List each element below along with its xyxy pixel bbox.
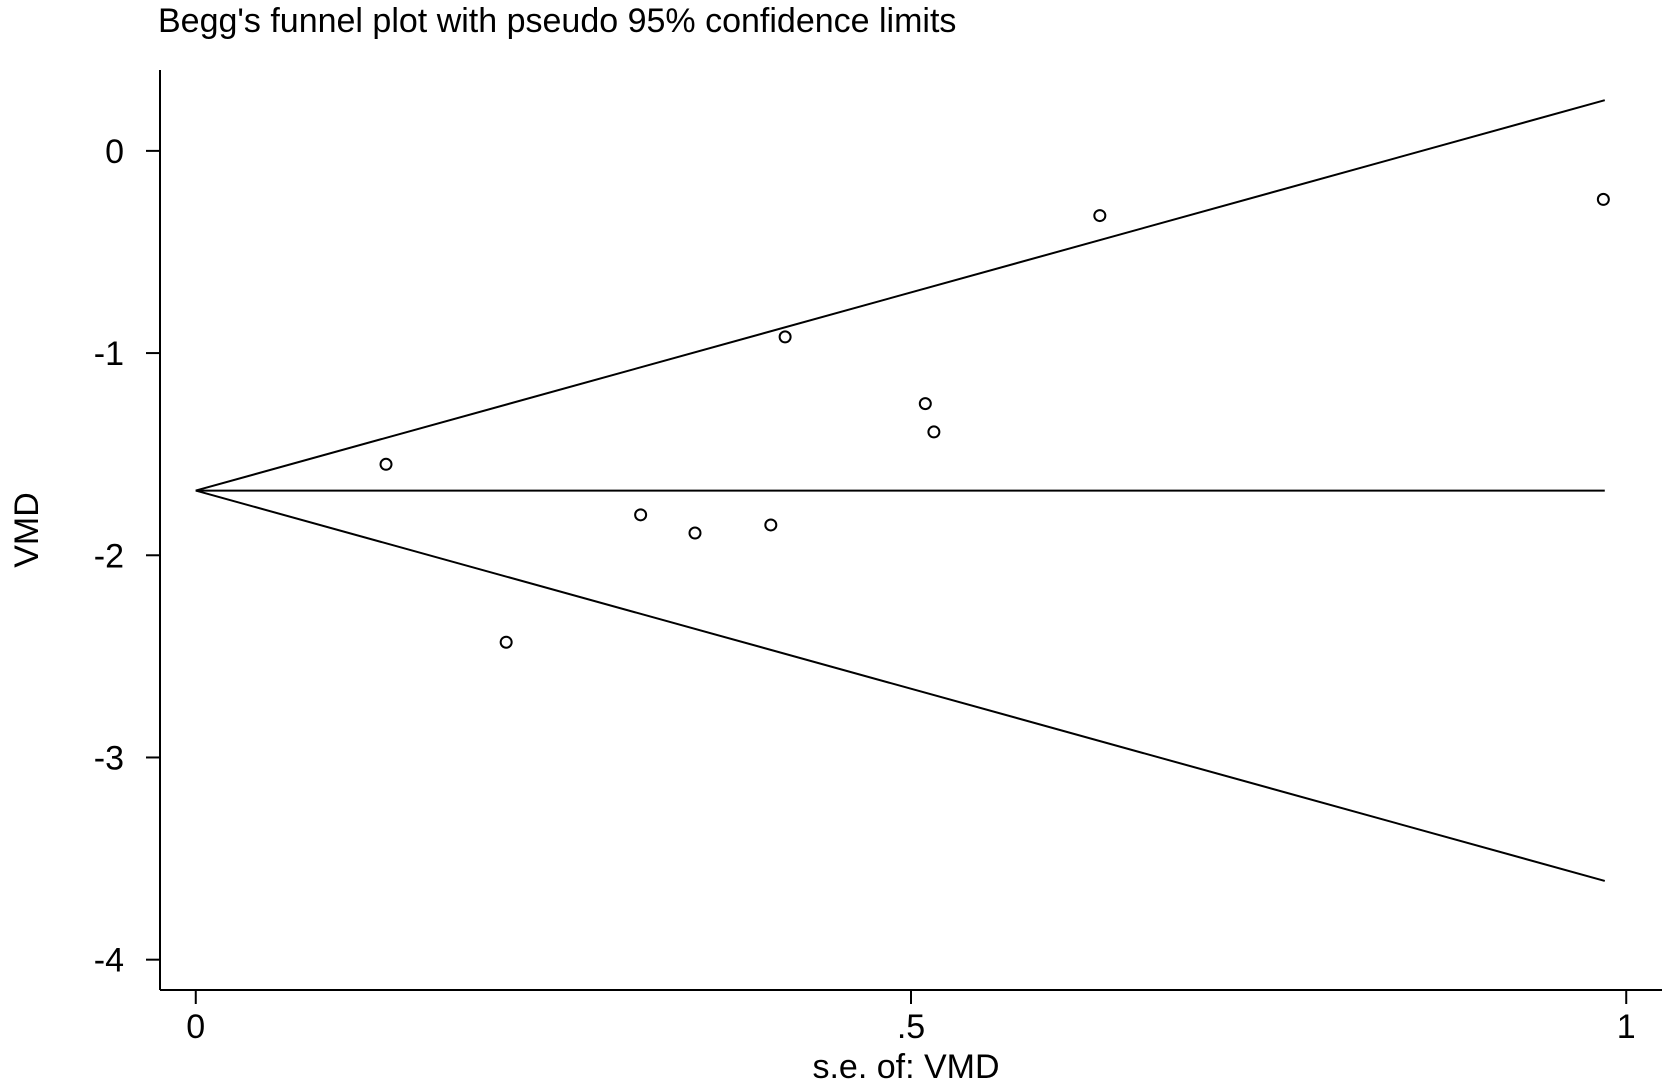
y-tick-label: -1: [94, 335, 124, 373]
lower-confidence-limit: [195, 489, 1606, 882]
x-tick-label: 1: [1617, 1008, 1636, 1046]
data-points: [379, 192, 1610, 649]
data-point: [927, 425, 941, 439]
data-point: [688, 526, 702, 540]
data-point: [1093, 209, 1107, 223]
y-tick-label: -4: [94, 942, 124, 980]
y-tick-label: 0: [105, 133, 124, 171]
y-tick-label: -2: [94, 537, 124, 575]
x-tick-label: 0: [186, 1008, 205, 1046]
x-tick-label: .5: [897, 1008, 925, 1046]
data-point: [379, 457, 393, 471]
chart-title: Begg's funnel plot with pseudo 95% confi…: [158, 2, 957, 40]
data-point: [918, 397, 932, 411]
data-point: [1596, 192, 1610, 206]
data-point: [499, 635, 513, 649]
data-point: [778, 330, 792, 344]
data-point: [634, 508, 648, 522]
data-point: [764, 518, 778, 532]
upper-confidence-limit: [195, 99, 1606, 492]
y-tick-label: -3: [94, 739, 124, 777]
y-axis-title: VMD: [8, 492, 46, 568]
x-axis-title: s.e. of: VMD: [812, 1048, 999, 1084]
axes: 0 -1 -2 -3 -4 0 .5 1: [94, 70, 1662, 1046]
funnel-lines: [195, 99, 1606, 882]
